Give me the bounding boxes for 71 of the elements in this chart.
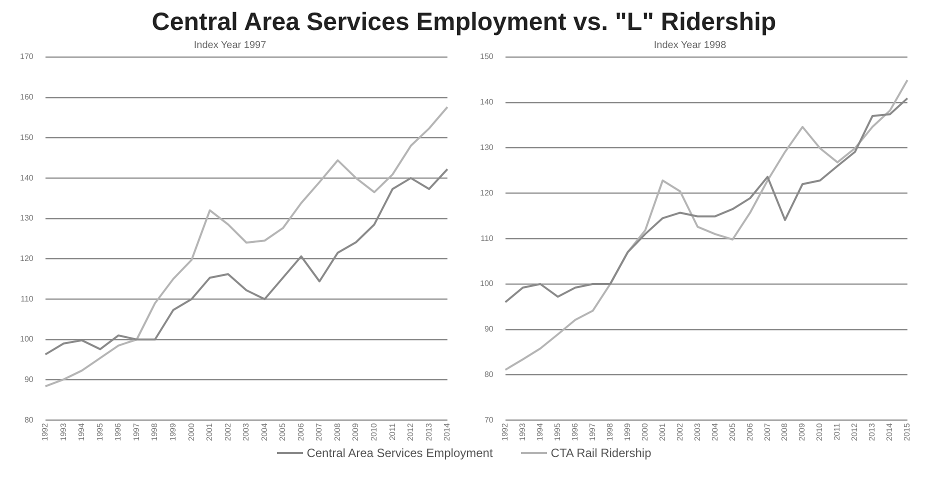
x-tick-label: 1999 — [622, 422, 632, 441]
x-tick-label: 2013 — [424, 422, 434, 441]
y-tick-label: 120 — [480, 188, 494, 198]
x-tick-label: 1994 — [536, 422, 545, 441]
x-tick-label: 2004 — [260, 422, 269, 441]
x-tick-label: 2013 — [868, 422, 877, 441]
x-tick-label: 2003 — [242, 422, 251, 441]
x-tick-label: 2008 — [332, 422, 342, 441]
y-tick-label: 120 — [20, 254, 34, 263]
chart-subtitle: Index Year 1998 — [654, 40, 727, 51]
x-tick-label: 2011 — [388, 422, 397, 440]
chart-title: Central Area Services Employment vs. "L" Ridership — [150, 8, 778, 37]
x-tick-label: 2000 — [640, 422, 650, 441]
x-tick-label: 1996 — [570, 422, 580, 441]
y-tick-label: 110 — [20, 294, 34, 304]
x-tick-label: 1992 — [40, 422, 50, 441]
x-tick-label: 1993 — [58, 422, 68, 441]
y-tick-label: 90 — [484, 324, 494, 334]
y-tick-label: 130 — [20, 214, 34, 223]
x-tick-label: 2014 — [885, 422, 894, 441]
y-tick-label: 160 — [20, 92, 34, 102]
x-tick-label: 2004 — [710, 422, 720, 441]
y-tick-label: 140 — [480, 98, 494, 107]
x-tick-label: 2003 — [692, 422, 702, 441]
y-tick-label: 80 — [484, 370, 494, 380]
x-tick-label: 2006 — [296, 422, 306, 441]
x-tick-label: 2014 — [442, 422, 452, 441]
x-tick-label: 2000 — [186, 422, 196, 441]
x-tick-label: 1996 — [114, 422, 123, 441]
x-tick-label: 1997 — [132, 422, 141, 441]
y-tick-label: 170 — [20, 52, 34, 62]
legend-label: CTA Rail Ridership — [550, 446, 652, 460]
x-tick-label: 2012 — [850, 422, 860, 441]
y-tick-label: 140 — [20, 173, 34, 182]
x-tick-label: 2012 — [406, 422, 416, 441]
y-tick-label: 100 — [480, 279, 494, 288]
x-tick-label: 2010 — [815, 422, 824, 441]
x-tick-label: 1995 — [95, 422, 104, 441]
x-tick-label: 1994 — [77, 422, 86, 441]
x-tick-label: 2001 — [658, 422, 667, 441]
x-tick-label: 2009 — [798, 422, 807, 441]
x-tick-label: 2002 — [223, 422, 232, 441]
y-tick-label: 150 — [20, 132, 34, 142]
x-tick-label: 1992 — [500, 422, 510, 441]
x-tick-label: 2001 — [205, 422, 214, 441]
x-tick-label: 2007 — [762, 422, 772, 441]
y-tick-label: 90 — [24, 375, 34, 384]
y-tick-label: 70 — [484, 415, 494, 424]
y-tick-label: 80 — [24, 415, 34, 424]
y-tick-label: 150 — [480, 52, 494, 62]
x-tick-label: 2005 — [728, 422, 737, 441]
x-tick-label: 1999 — [168, 422, 178, 441]
legend-label: Central Area Services Employment — [306, 446, 493, 460]
x-tick-label: 1998 — [150, 422, 160, 441]
x-tick-label: 1993 — [518, 422, 528, 441]
x-tick-label: 2015 — [902, 422, 912, 441]
x-tick-label: 2011 — [832, 422, 842, 440]
y-tick-label: 110 — [480, 234, 494, 243]
chart-subtitle: Index Year 1997 — [194, 40, 267, 51]
x-tick-label: 2007 — [314, 422, 324, 441]
x-tick-label: 2008 — [780, 422, 790, 441]
y-tick-label: 100 — [20, 334, 34, 344]
x-tick-label: 2005 — [278, 422, 288, 441]
x-tick-label: 1997 — [588, 422, 597, 441]
x-tick-label: 2002 — [675, 422, 684, 441]
x-tick-label: 2009 — [351, 422, 360, 441]
x-tick-label: 2010 — [370, 422, 379, 441]
x-tick-label: 1995 — [552, 422, 562, 441]
x-tick-label: 1998 — [605, 422, 614, 441]
y-tick-label: 130 — [480, 143, 494, 152]
x-tick-label: 2006 — [745, 422, 754, 441]
